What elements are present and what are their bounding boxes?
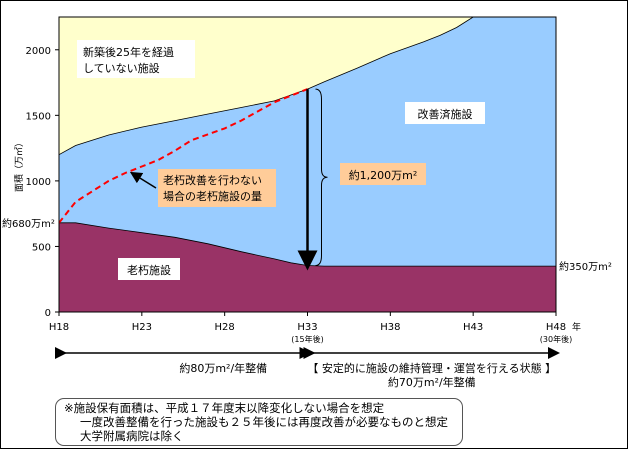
dashed-label-box [158, 169, 276, 207]
x-axis-unit: 年 [572, 321, 581, 333]
y-tick-label: 500 [32, 242, 51, 253]
x-tick-label: H23 [132, 322, 152, 333]
note-line-2: 一度改善整備を行った施設も２５年後には再度改善が必要なものと想定 [80, 415, 448, 429]
dashed-pointer-arrow [129, 171, 157, 189]
note-line-3: 大学附属病院は除く [80, 429, 184, 443]
x-tick-label: H28 [215, 322, 235, 333]
x-tick-label: H18 [49, 322, 69, 333]
dashed-line-label: 老朽改善を行わない [163, 173, 262, 187]
new-facilities-label: していない施設 [83, 61, 160, 75]
gap-label-box [340, 163, 426, 185]
improved-label-box [405, 102, 485, 124]
notes-box: ※施設保有面積は、平成１７年度末以降変化しない場合を想定 一度改善整備を行った施… [55, 398, 463, 446]
x-tick-sublabel: (15年後) [291, 334, 323, 344]
y-axis-label: 面積（万㎡） [13, 138, 25, 192]
period-left-text: 約80万m²/年整備 [179, 361, 267, 375]
x-tick-label: H43 [463, 322, 483, 333]
y-tick-label: 1000 [26, 177, 51, 188]
y-tick-label: 2000 [26, 46, 51, 57]
improved-facilities-label: 改善済施設 [418, 107, 473, 121]
period-right-subtext: 約70万m²/年整備 [388, 375, 476, 389]
y-tick-label: 1500 [26, 111, 51, 122]
dashed-line-label: 場合の老朽施設の量 [163, 189, 262, 203]
gap-brace [315, 88, 328, 266]
x-tick-label: H48 [546, 322, 566, 333]
end-value-label: 約350万m² [559, 260, 612, 273]
period-right-text: 【 安定的に施設の維持管理・運営を行える状態 】 [307, 361, 556, 375]
x-tick-sublabel: (30年後) [540, 334, 572, 344]
note-line-1: ※施設保有面積は、平成１７年度末以降変化しない場合を想定 [64, 401, 385, 415]
improved-boundary-line [59, 17, 474, 156]
old-label-box [118, 258, 180, 280]
gap-label: 約1,200万m² [349, 168, 418, 182]
x-tick-label: H38 [380, 322, 400, 333]
new-facilities-label: 新築後25年を経過 [83, 45, 174, 59]
x-tick-label: H33 [297, 322, 317, 333]
new-label-box [77, 40, 195, 78]
old-facilities-label: 老朽施設 [127, 263, 171, 277]
y-tick-label: 0 [45, 308, 51, 319]
start-value-label: 約680万m² [2, 217, 55, 230]
no-improvement-dashed-line [59, 88, 308, 224]
